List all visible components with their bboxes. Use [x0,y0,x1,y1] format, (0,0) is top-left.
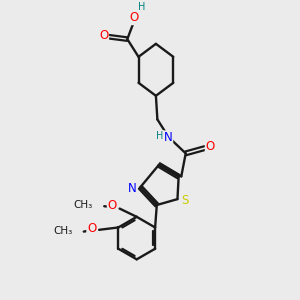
Text: N: N [164,131,172,144]
Text: N: N [128,182,137,195]
Text: O: O [108,199,117,212]
Text: CH₃: CH₃ [74,200,93,210]
Text: H: H [138,2,145,12]
Text: H: H [156,131,164,141]
Text: O: O [87,222,96,235]
Text: S: S [182,194,189,206]
Text: O: O [99,29,108,42]
Text: O: O [206,140,215,153]
Text: O: O [130,11,139,24]
Text: CH₃: CH₃ [53,226,73,236]
